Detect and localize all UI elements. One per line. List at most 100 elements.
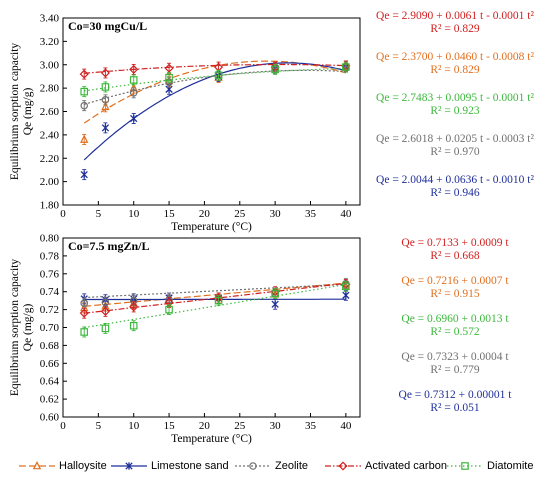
data-point: [101, 101, 110, 111]
fit-line: [84, 67, 346, 92]
fit-line: [84, 283, 346, 329]
x-tick-label: 10: [128, 420, 140, 432]
r-squared-text: R² = 0.829: [430, 23, 480, 35]
y-tick-label: 0.80: [40, 233, 60, 245]
x-tick-label: 0: [60, 420, 66, 432]
fit-equation: Qe = 0.7312 + 0.00001 t R² = 0.051: [360, 389, 550, 415]
legend-swatch: [235, 462, 271, 470]
data-point: [101, 124, 110, 132]
legend-marker: [32, 460, 42, 470]
data-point: [80, 170, 88, 179]
legend-label: Diatomite: [487, 460, 534, 472]
r-squared-text: R² = 0.915: [430, 288, 480, 300]
legend-label: Activated carbon: [365, 460, 447, 472]
series-diatomite: [80, 61, 350, 98]
y-tick-label: 0.62: [40, 394, 59, 406]
data-point: [101, 83, 110, 91]
data-point: [80, 134, 89, 143]
data-point: [129, 89, 138, 97]
fit-equation: Qe = 2.6018 + 0.0205 t - 0.0003 t² R² = 0…: [360, 133, 550, 159]
data-point: [271, 300, 279, 308]
data-point: [129, 76, 138, 84]
y-tick-label: 0.70: [40, 322, 60, 334]
fit-equation: Qe = 0.6960 + 0.0013 t R² = 0.572: [360, 313, 550, 339]
data-point: [342, 291, 350, 299]
y-tick-label: 2.80: [40, 83, 60, 95]
legend-swatch: [19, 460, 55, 470]
r-squared-text: R² = 0.572: [430, 326, 480, 338]
y-tick-label: 3.20: [40, 36, 60, 48]
y-tick-label: 0.64: [40, 376, 60, 388]
x-tick-label: 10: [128, 208, 140, 220]
y-tick-label: 2.00: [40, 176, 60, 188]
legend-swatch: [447, 462, 483, 470]
y-tick-label: 0.60: [40, 412, 60, 424]
fit-equation: Qe = 2.3700 + 0.0460 t - 0.0008 t² R² = 0…: [360, 51, 550, 77]
x-tick-label: 15: [164, 420, 176, 432]
data-point: [165, 73, 173, 82]
legend-item-diatomite: Diatomite: [446, 458, 533, 474]
data-point: [129, 321, 138, 330]
data-point: [101, 298, 110, 307]
y-tick-label: 0.78: [40, 250, 60, 262]
equation-text: Qe = 0.7312 + 0.00001 t: [398, 389, 512, 401]
legend-marker: [249, 462, 257, 470]
data-point: [214, 296, 223, 305]
x-tick-label: 20: [199, 420, 211, 432]
y-axis-unit-label: Qe (mg/g): [22, 304, 34, 352]
legend-item-activated-carbon: Activated carbon: [324, 458, 447, 474]
legend-swatch: [325, 461, 361, 471]
legend-marker: [338, 461, 348, 471]
y-tick-label: 3.40: [40, 13, 60, 25]
legend-label: Limestone sand: [151, 460, 229, 472]
y-axis-label: Equilibrium sorption capacity: [9, 259, 21, 397]
fit-equation: Qe = 2.0044 + 0.0636 t - 0.0010 t² R² = 0…: [360, 174, 550, 200]
x-tick-label: 40: [340, 208, 352, 220]
y-tick-label: 0.72: [40, 304, 59, 316]
x-tick-label: 5: [96, 420, 102, 432]
x-tick-label: 0: [60, 208, 66, 220]
data-point: [164, 63, 174, 73]
y-tick-label: 0.66: [40, 358, 60, 370]
data-point: [80, 87, 89, 96]
data-point: [80, 299, 89, 308]
fit-equation: Qe = 0.7216 + 0.0007 t R² = 0.915: [360, 275, 550, 301]
y-axis-label: Equilibrium sorption capacity: [9, 43, 21, 181]
legend-item-zeolite: Zeolite: [234, 458, 308, 474]
data-point: [342, 63, 350, 71]
y-tick-label: 0.68: [40, 340, 60, 352]
y-tick-label: 0.76: [40, 268, 60, 280]
data-point: [342, 282, 350, 291]
x-tick-label: 5: [96, 208, 102, 220]
fit-line: [84, 63, 346, 74]
legend-swatch: [111, 462, 147, 470]
equation-text: Qe = 0.7133 + 0.0009 t: [401, 237, 509, 249]
r-squared-text: R² = 0.970: [430, 146, 480, 158]
legend-item-halloysite: Halloysite: [18, 458, 107, 474]
data-point: [100, 306, 110, 316]
data-point: [79, 308, 89, 318]
y-tick-label: 2.20: [40, 153, 60, 165]
equation-text: Qe = 0.6960 + 0.0013 t: [401, 313, 509, 325]
r-squared-text: R² = 0.779: [430, 364, 480, 376]
x-tick-label: 15: [164, 208, 176, 220]
chart-panel-2: 0.60 0.62 0.64 0.66 0.68 0.70 0.72 0.74 0.76 0.78…: [9, 233, 361, 445]
x-tick-label: 25: [234, 208, 246, 220]
x-tick-label: 35: [305, 208, 317, 220]
fit-line: [84, 69, 346, 105]
chart-panel-1: 1.80 2.00 2.20 2.40 2.60 2.80 3.00 3.20 3.40 0 5 10…: [9, 13, 361, 233]
fit-equation: Qe = 2.9090 + 0.0061 t - 0.0001 t² R² = 0…: [360, 10, 550, 36]
fit-equation: Qe = 2.7483 + 0.0095 t - 0.0001 t² R² = 0…: [360, 92, 550, 118]
data-point: [80, 101, 89, 110]
legend-marker: [461, 462, 469, 470]
concentration-annotation: Co=7.5 mgZn/L: [68, 239, 150, 253]
plot-frame: [62, 237, 361, 418]
plot-frame: [62, 17, 361, 206]
data-point: [130, 114, 138, 123]
legend-label: Zeolite: [275, 460, 309, 472]
y-tick-label: 2.60: [40, 106, 60, 118]
concentration-annotation: Co=30 mgCu/L: [68, 19, 147, 33]
legend-item-limestone-sand: Limestone sand: [110, 458, 229, 474]
data-point: [101, 96, 110, 104]
equation-text: Qe = 0.7323 + 0.0004 t: [401, 351, 509, 363]
